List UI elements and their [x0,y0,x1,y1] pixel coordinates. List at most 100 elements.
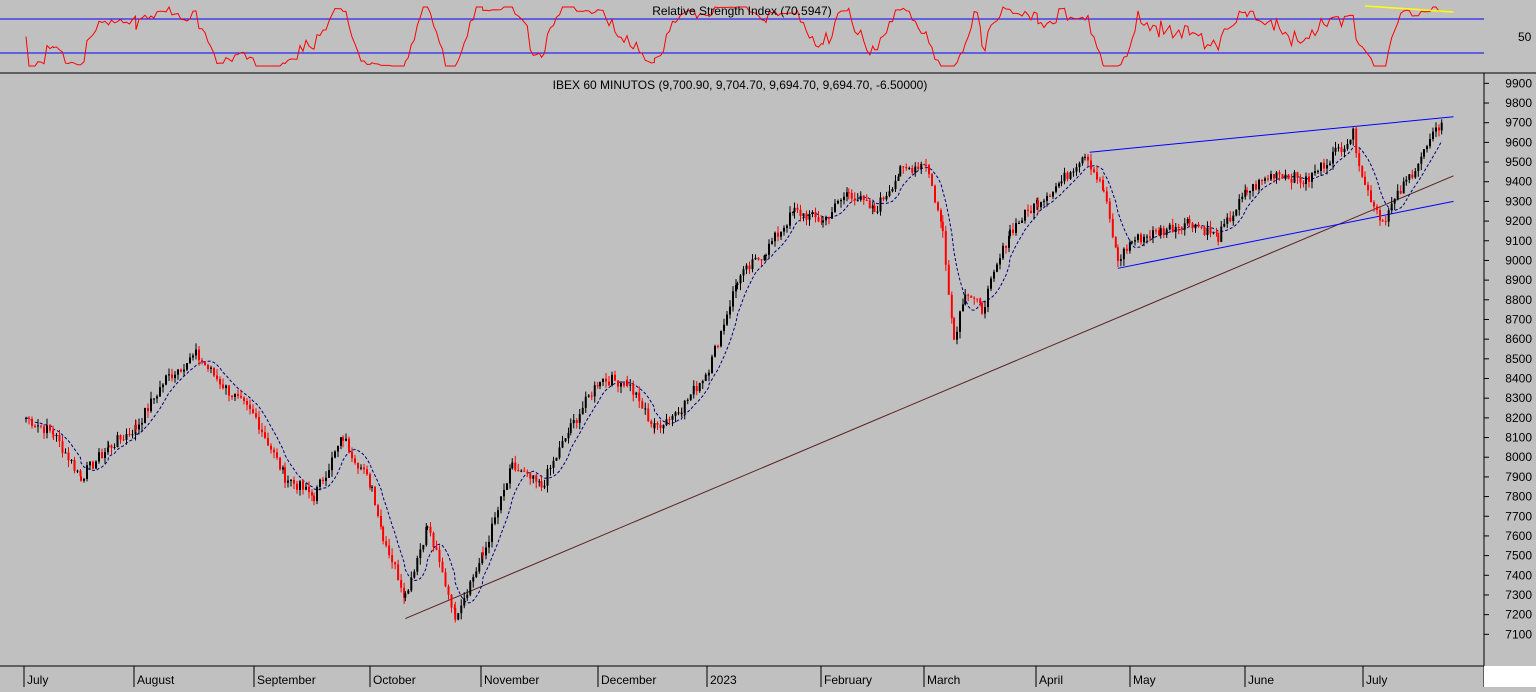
candle-body [1049,195,1051,197]
candle-body [450,594,453,608]
xtick-label: September [257,673,316,687]
candle-body [1102,190,1105,192]
candle-body [385,541,388,546]
ytick-label: 9300 [1505,194,1532,208]
candle-body [768,243,770,255]
ytick-label: 8800 [1505,293,1532,307]
candle-body [1063,172,1066,182]
candle-body [745,265,748,270]
candle-body [135,424,137,430]
candle-body [426,526,429,528]
candle-body [302,481,304,490]
candle-body [231,395,233,397]
candle-body [1329,163,1331,166]
candle-body [407,590,410,594]
candle-body [572,420,575,424]
candle-body [86,465,88,479]
candle-body [1217,232,1220,242]
candle-body [1399,190,1402,194]
candle-body [1261,180,1263,182]
candle-body [567,432,570,439]
ytick-label: 8500 [1505,352,1532,366]
candle-body [1275,172,1278,179]
price-candles [25,119,1443,623]
candle-body [70,459,73,461]
candle-body [1197,224,1200,227]
candle-body [180,369,182,372]
candle-body [1037,200,1039,208]
candle-body [475,571,478,578]
candle-body [934,185,936,203]
candle-body [805,213,808,220]
candle-body [717,345,719,347]
candle-body [596,385,599,387]
candle-body [1229,217,1232,222]
candle-body [811,212,814,214]
candle-body [885,195,888,200]
candle-body [210,367,212,369]
candle-body [1143,236,1145,243]
candle-body [763,255,766,261]
candle-body [287,480,289,483]
ytick-label: 8700 [1505,312,1532,326]
candle-body [388,545,391,556]
candle-body [552,460,555,468]
candle-body [1426,146,1428,150]
candle-body [363,467,365,470]
candle-body [1238,198,1241,210]
candle-body [252,409,254,414]
candle-body [1024,209,1026,221]
candle-body [485,547,487,556]
candle-body [891,189,894,192]
candle-body [322,479,324,482]
rsi-ytick-50: 50 [1518,30,1532,44]
candle-body [1162,228,1165,235]
candle-body [720,330,722,347]
candle-body [1432,131,1434,140]
candle-body [1146,236,1148,238]
candle-body [789,212,791,226]
candle-body [1267,178,1269,180]
candle-body [61,441,64,453]
candle-body [174,374,176,379]
candle-body [1381,220,1384,222]
candle-body [828,216,830,219]
price-title: IBEX 60 MINUTOS (9,700.90, 9,704.70, 9,6… [553,78,928,92]
candle-body [590,395,593,397]
candle-body [1043,200,1045,202]
candle-body [626,380,629,386]
xtick-label: June [1248,673,1274,687]
candle-body [680,413,683,415]
candle-body [125,433,128,440]
candle-body [771,241,773,244]
xtick-label: May [1133,673,1156,687]
candle-body [1021,220,1023,223]
trendline [1117,200,1454,269]
candle-body [183,369,185,372]
candle-body [31,418,33,426]
candle-body [1411,174,1414,178]
candle-body [614,374,616,381]
candle-body [55,435,58,437]
candle-body [153,398,155,400]
candle-body [1128,242,1131,251]
candle-body [141,422,143,425]
candle-body [736,283,739,285]
candle-body [113,446,116,448]
candle-body [928,165,930,175]
ytick-label: 7500 [1505,549,1532,563]
candle-body [908,167,911,169]
candle-body [868,200,871,209]
candle-body [171,374,173,379]
candle-body [147,407,149,412]
candle-body [64,452,67,454]
candle-body [1069,172,1072,180]
candle-body [1075,167,1078,172]
candle-body [1278,172,1281,175]
candle-body [973,297,976,299]
candle-body [1081,157,1084,164]
candle-body [213,367,215,376]
candle-body [617,380,619,387]
candle-body [222,384,224,389]
candle-body [846,192,848,197]
